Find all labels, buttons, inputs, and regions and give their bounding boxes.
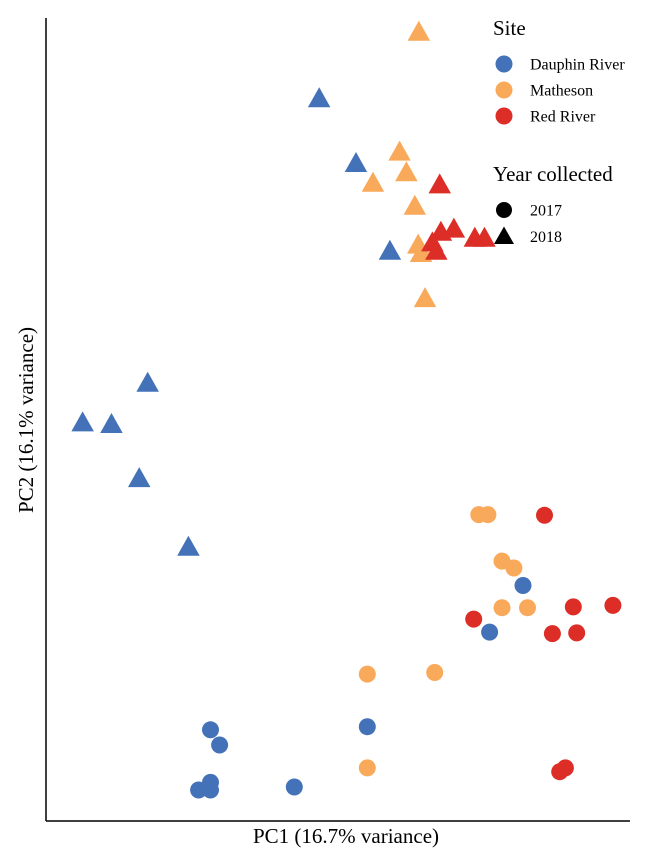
legend-year-circle-swatch bbox=[496, 202, 512, 218]
point-matheson-2017-4 bbox=[479, 506, 497, 524]
point-dauphin-river-2017-3 bbox=[190, 781, 208, 799]
legend-year-triangle-swatch bbox=[494, 226, 514, 244]
point-dauphin-river-2017-0 bbox=[202, 721, 219, 739]
legend-site-2-swatch bbox=[495, 107, 513, 125]
point-dauphin-river-2018-5 bbox=[100, 413, 123, 433]
point-red-river-2017-7 bbox=[556, 759, 574, 777]
legend-site-2-label: Red River bbox=[530, 109, 596, 126]
point-matheson-2018-3 bbox=[361, 171, 385, 192]
point-matheson-2018-0 bbox=[407, 20, 431, 41]
point-matheson-2018-7 bbox=[413, 287, 437, 308]
point-matheson-2017-6 bbox=[505, 559, 523, 577]
point-dauphin-river-2018-6 bbox=[128, 467, 151, 488]
legend-site-1-swatch bbox=[495, 81, 513, 99]
legend-site-1-label: Matheson bbox=[530, 83, 593, 100]
point-dauphin-river-2017-5 bbox=[285, 778, 303, 796]
point-red-river-2017-5 bbox=[568, 624, 586, 642]
y-axis-title: PC2 (16.1% variance) bbox=[14, 327, 38, 513]
point-dauphin-river-2018-1 bbox=[344, 152, 368, 172]
legend-site-title: Site bbox=[493, 16, 526, 40]
point-red-river-2018-6 bbox=[425, 239, 448, 260]
legend-year-1-label: 2018 bbox=[530, 229, 562, 246]
point-dauphin-river-2017-1 bbox=[211, 736, 229, 754]
point-dauphin-river-2018-0 bbox=[307, 87, 331, 108]
point-dauphin-river-2017-7 bbox=[481, 623, 499, 641]
point-dauphin-river-2018-7 bbox=[177, 535, 200, 556]
point-dauphin-river-2018-3 bbox=[136, 371, 159, 392]
point-red-river-2017-3 bbox=[604, 596, 622, 614]
point-red-river-2017-1 bbox=[465, 610, 483, 628]
point-matheson-2018-1 bbox=[388, 140, 411, 161]
point-matheson-2017-8 bbox=[493, 599, 511, 617]
point-dauphin-river-2018-2 bbox=[378, 239, 402, 260]
data-points bbox=[71, 20, 622, 799]
point-red-river-2018-5 bbox=[473, 226, 496, 247]
point-dauphin-river-2017-8 bbox=[514, 577, 532, 594]
point-red-river-2017-4 bbox=[543, 625, 561, 643]
legend-year-title: Year collected bbox=[493, 162, 613, 186]
point-dauphin-river-2017-4 bbox=[202, 781, 219, 799]
point-matheson-2017-7 bbox=[519, 599, 536, 617]
legend-site-0-label: Dauphin River bbox=[530, 57, 625, 74]
point-dauphin-river-2017-6 bbox=[358, 718, 376, 736]
point-matheson-2017-1 bbox=[358, 759, 376, 777]
point-matheson-2017-0 bbox=[358, 665, 376, 683]
legend-year-0-label: 2017 bbox=[530, 203, 562, 220]
point-red-river-2017-2 bbox=[564, 598, 582, 616]
point-red-river-2017-0 bbox=[536, 506, 553, 524]
legend: Site Dauphin River Matheson Red River Ye… bbox=[493, 16, 625, 246]
point-matheson-2018-2 bbox=[395, 161, 418, 182]
point-matheson-2017-2 bbox=[426, 664, 444, 681]
point-matheson-2018-4 bbox=[403, 194, 427, 215]
point-red-river-2018-3 bbox=[442, 217, 466, 238]
point-red-river-2018-0 bbox=[428, 173, 451, 194]
legend-site-0-swatch bbox=[495, 55, 513, 73]
point-dauphin-river-2018-4 bbox=[71, 411, 94, 432]
x-axis-title: PC1 (16.7% variance) bbox=[253, 824, 439, 848]
